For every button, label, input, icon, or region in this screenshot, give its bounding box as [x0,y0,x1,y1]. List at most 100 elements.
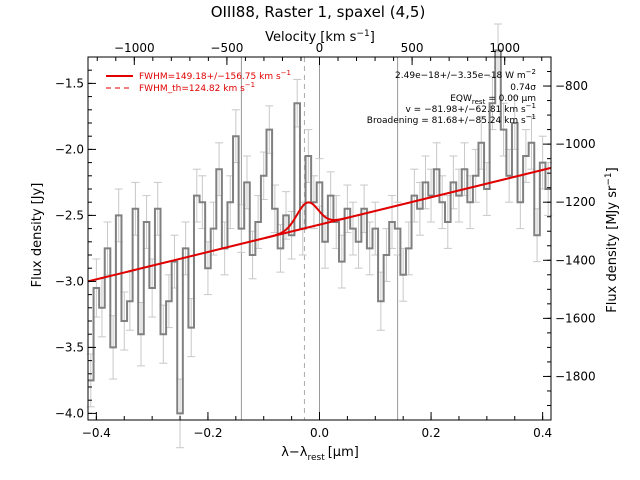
data-point [145,221,148,223]
data-point [95,287,98,289]
data-point [430,194,432,197]
data-point [168,300,170,303]
y-axis-label: Flux density [Jy] [30,183,45,288]
y-tick-label: −3.0 [55,274,84,288]
data-point [391,221,393,223]
right-tick-label: −1200 [555,195,596,209]
y-tick-label: −3.5 [55,340,84,354]
x-tick-label: −0.4 [82,426,111,440]
data-point [407,247,410,250]
annotation-sigma: 0.74σ [510,83,536,93]
data-point [123,320,126,322]
legend: FWHM=149.18+/−156.75 km s−1 FWHM_th=124.… [106,69,291,94]
data-point [541,161,544,164]
data-point [502,128,505,131]
data-point [218,168,220,170]
data-point [474,175,477,177]
data-point [480,142,483,144]
data-point [279,247,282,250]
data-point [285,214,287,217]
data-point [212,227,215,230]
x-tick-label: −0.2 [193,426,222,440]
data-point [530,142,533,144]
y-tick-label: −4.0 [55,406,84,420]
chart-title: OIII88, Raster 1, spaxel (4,5) [211,3,426,21]
data-point [447,221,449,223]
data-point [329,194,332,197]
data-point [101,307,103,309]
data-point [262,175,265,177]
data-point [419,208,421,210]
y-tick-label: −2.5 [55,208,84,222]
data-point [140,333,142,336]
data-point [441,201,444,203]
top-tick-label: −500 [210,41,243,55]
top-axis-label: Velocity [km s−1] [265,29,375,45]
data-point [106,247,109,250]
data-point [129,300,131,303]
data-point [112,346,114,349]
fit-annotations: 2.49e−18+/−3.35e−18 W m−2 0.74σ EQWrest … [367,68,536,126]
data-point [536,234,538,236]
data-point [274,208,276,210]
x-axis-label: λ−λrest [μm] [281,445,359,463]
data-point [346,208,349,210]
data-point [117,214,120,217]
x-tick-label: 0.0 [310,426,329,440]
data-point [207,267,209,270]
data-point [184,247,187,250]
data-point [190,326,192,329]
data-point [424,181,427,184]
data-point [413,194,416,197]
data-point [201,201,204,203]
annotation-eqw: EQWrest = 0.00 μm [450,94,536,106]
right-tick-label: −800 [555,79,588,93]
data-point [452,181,455,184]
annotation-flux: 2.49e−18+/−3.35e−18 W m−2 [395,68,536,81]
data-point [307,155,310,157]
data-point [134,208,137,210]
plot-area: −0.4 −0.2 0.0 0.2 0.4 −1000 −500 0 500 1000 −4.0 −3… [55,23,596,449]
data-point [491,102,494,104]
data-point [525,155,527,157]
data-point [251,254,254,256]
data-point [363,208,365,210]
right-tick-label: −1000 [555,137,596,151]
data-point [235,135,237,137]
legend-fwhm-th: FWHM_th=124.82 km s−1 [139,81,255,94]
top-tick-label: 500 [401,41,424,55]
top-tick-label: −1000 [114,41,155,55]
fit-gaussian [264,201,351,239]
annotation-velocity: v = −81.98+/−62.81 km s−1 [406,102,537,115]
data-point [508,175,510,177]
data-point [374,227,377,230]
legend-fwhm: FWHM=149.18+/−156.75 km s−1 [139,69,291,82]
data-point [402,274,404,276]
data-point [352,227,354,230]
data-point [195,194,198,197]
data-point [497,49,499,52]
data-point [313,201,315,203]
right-tick-label: −1800 [555,369,596,383]
data-point [156,208,159,210]
fit-baseline [87,166,552,283]
data-point [357,241,360,243]
data-point [229,201,232,203]
x-tick-label: 0.4 [533,426,552,440]
data-point [179,412,181,415]
data-point [458,194,460,197]
data-point [547,188,550,190]
data-point [435,168,438,170]
data-point [257,221,259,223]
data-point [513,122,516,124]
data-point [380,300,382,303]
data-point [463,168,466,170]
data-point [396,227,399,230]
annotation-broadening: Broadening = 81.68+/−85.24 km s−1 [367,113,536,126]
data-point [290,234,293,236]
x-tick-label: 0.2 [422,426,441,440]
data-point [486,188,488,190]
data-point [89,379,92,382]
data-point [246,181,248,184]
